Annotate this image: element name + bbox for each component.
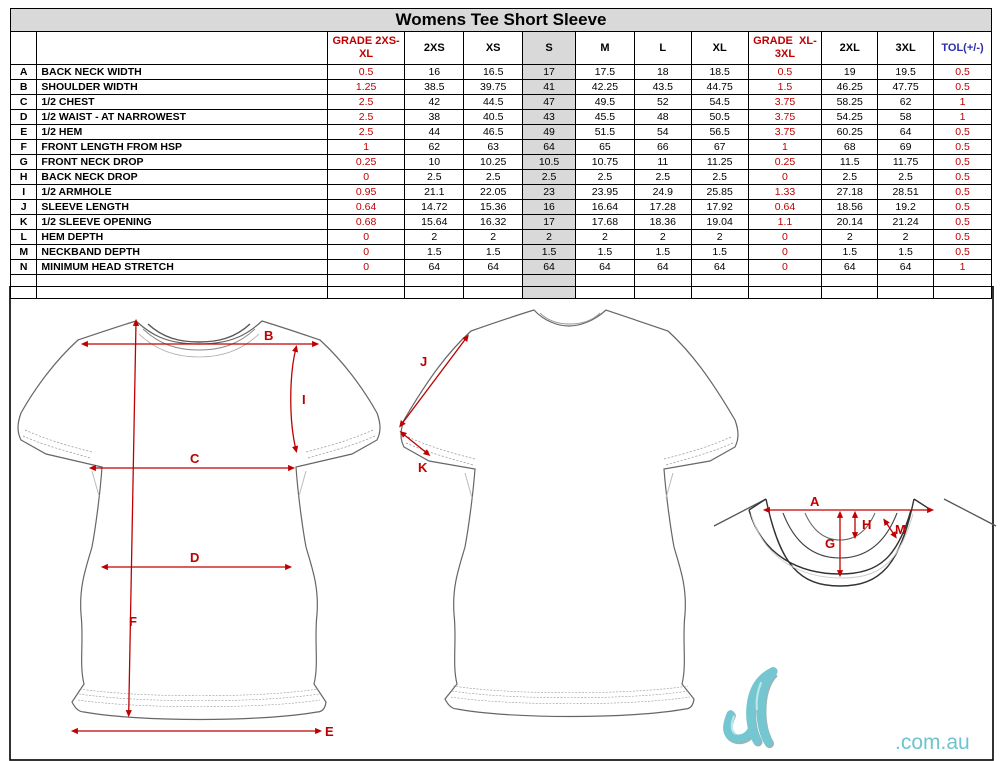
- svg-text:D: D: [190, 550, 199, 565]
- svg-text:K: K: [418, 460, 428, 475]
- svg-text:E: E: [325, 724, 334, 739]
- svg-text:.com.au: .com.au: [895, 731, 970, 754]
- svg-text:C: C: [190, 451, 200, 466]
- svg-text:F: F: [129, 614, 137, 629]
- svg-text:J: J: [420, 354, 427, 369]
- svg-text:B: B: [264, 328, 273, 343]
- svg-text:A: A: [810, 494, 820, 509]
- svg-text:G: G: [825, 536, 835, 551]
- svg-text:I: I: [302, 392, 306, 407]
- svg-text:M: M: [895, 522, 906, 537]
- svg-text:H: H: [862, 517, 871, 532]
